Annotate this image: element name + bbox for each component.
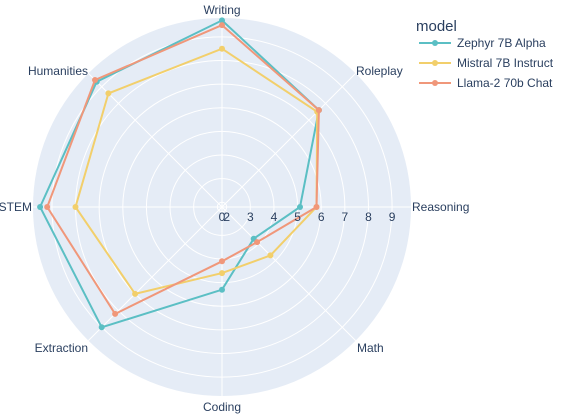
data-point[interactable]: [105, 90, 112, 97]
radial-tick-label: 7: [342, 210, 349, 224]
data-point[interactable]: [297, 204, 303, 210]
legend-item[interactable]: Zephyr 7B Alpha: [419, 36, 546, 50]
axis-label-coding: Coding: [203, 400, 241, 414]
radial-tick-label: 0: [219, 210, 226, 224]
data-point[interactable]: [92, 77, 98, 83]
axis-label-math: Math: [357, 341, 384, 355]
radial-tick-label: 4: [271, 210, 278, 224]
data-point[interactable]: [254, 239, 261, 246]
radial-tick-label: 2: [223, 210, 230, 224]
angular-gridline: [88, 73, 223, 208]
legend-swatch-marker: [432, 60, 438, 66]
radial-tick-label: 8: [365, 210, 372, 224]
legend-title: model: [416, 18, 457, 35]
legend-item[interactable]: Llama-2 70b Chat: [419, 76, 553, 90]
data-point[interactable]: [37, 204, 44, 210]
axis-label-extraction: Extraction: [35, 341, 88, 355]
angular-gridlines: [33, 18, 411, 396]
angular-gridline: [88, 206, 223, 341]
data-point[interactable]: [72, 204, 79, 210]
series-layer: [37, 17, 322, 331]
data-point[interactable]: [219, 17, 225, 24]
data-point[interactable]: [219, 45, 225, 52]
angular-axis-labels: Writing Roleplay Reasoning Math Coding Extrac…: [0, 3, 469, 414]
data-point[interactable]: [219, 286, 225, 293]
data-point[interactable]: [132, 290, 139, 297]
angular-gridline: [221, 73, 356, 208]
angular-gridline: [221, 206, 356, 341]
series-llama-2-70b-chat[interactable]: [44, 22, 322, 317]
data-point[interactable]: [219, 22, 225, 29]
axis-label-roleplay: Roleplay: [356, 64, 403, 78]
radial-tick-label: 6: [318, 210, 325, 224]
data-point[interactable]: [112, 310, 119, 317]
legend-item[interactable]: Mistral 7B Instruct: [419, 56, 554, 70]
axis-label-stem: STEM: [0, 200, 32, 214]
axis-label-writing: Writing: [203, 3, 240, 17]
data-point[interactable]: [315, 107, 322, 114]
legend-label: Zephyr 7B Alpha: [457, 36, 546, 50]
data-point[interactable]: [44, 204, 51, 210]
legend-swatch-marker: [432, 80, 438, 86]
axis-label-reasoning: Reasoning: [412, 200, 469, 214]
data-point[interactable]: [219, 258, 225, 265]
legend-swatch-marker: [432, 40, 438, 46]
radial-tick-label: 3: [247, 210, 254, 224]
radial-tick-label: 9: [389, 210, 396, 224]
radial-tick-label: 5: [294, 210, 301, 224]
data-point[interactable]: [267, 252, 274, 259]
radial-tick-labels: 02 3 4 5 6 7 8 9: [219, 210, 396, 224]
data-point[interactable]: [98, 324, 105, 331]
legend[interactable]: model Zephyr 7B Alpha Mistral 7B Instruct…: [416, 18, 554, 90]
data-point[interactable]: [219, 270, 225, 277]
axis-label-humanities: Humanities: [28, 64, 88, 78]
legend-label: Mistral 7B Instruct: [457, 56, 554, 70]
legend-label: Llama-2 70b Chat: [457, 76, 553, 90]
data-point[interactable]: [313, 204, 320, 210]
